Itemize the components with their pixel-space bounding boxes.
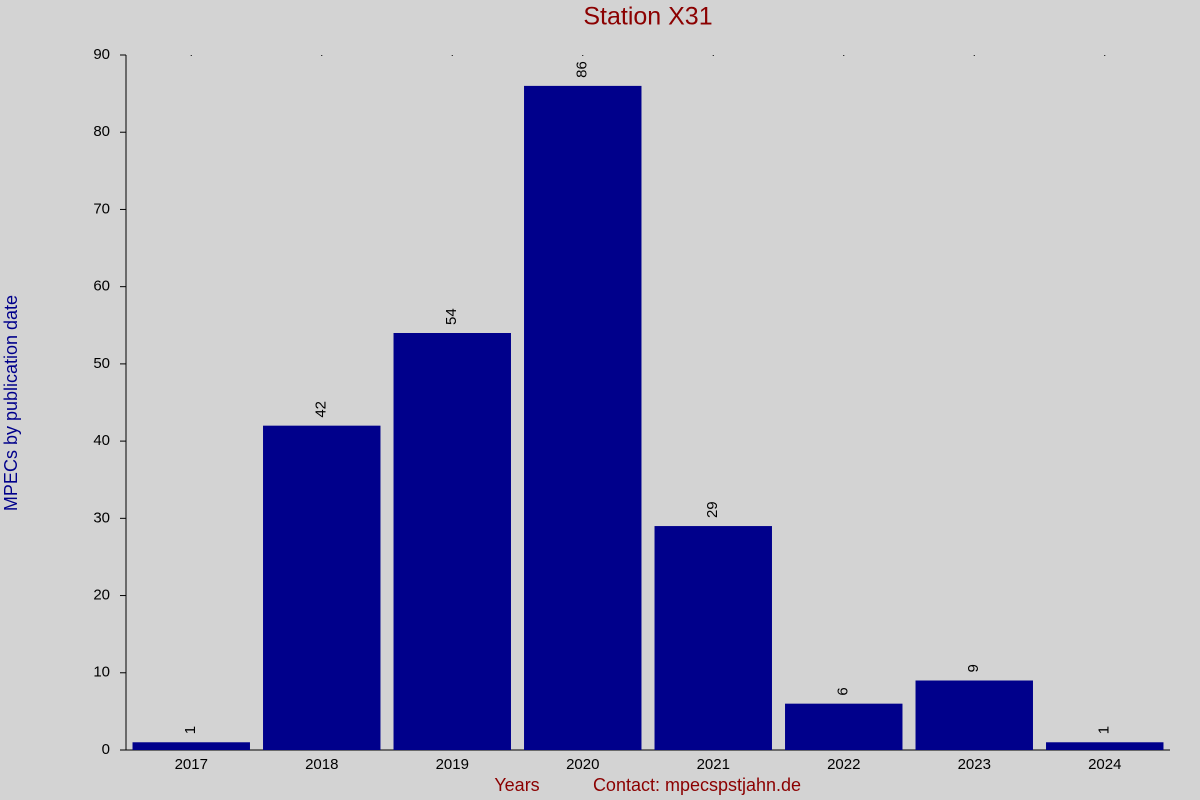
bar: [132, 742, 250, 750]
value-label: 6: [835, 687, 852, 695]
bar: [393, 333, 511, 750]
y-axis-label: MPECs by publication date: [1, 295, 21, 511]
value-label: 1: [182, 726, 199, 734]
bar: [915, 680, 1033, 750]
y-tick-label: 40: [93, 432, 110, 449]
bar: [1046, 742, 1164, 750]
value-label: 86: [574, 61, 591, 78]
x-tick-label: 2020: [566, 756, 599, 773]
value-label: 29: [704, 501, 721, 518]
footer: Contact: mpecspstjahn.de: [593, 775, 801, 795]
y-tick-label: 0: [102, 741, 110, 758]
value-label: 42: [313, 401, 330, 418]
y-tick-label: 70: [93, 200, 110, 217]
x-tick-label: 2022: [827, 756, 860, 773]
x-tick-label: 2019: [436, 756, 469, 773]
x-tick-label: 2024: [1088, 756, 1121, 773]
y-tick-label: 60: [93, 278, 110, 295]
x-tick-label: 2018: [305, 756, 338, 773]
value-label: 9: [965, 664, 982, 672]
x-tick-label: 2017: [175, 756, 208, 773]
bar: [263, 425, 381, 750]
bar: [654, 526, 772, 750]
chart-title: Station X31: [583, 3, 712, 31]
y-tick-label: 80: [93, 123, 110, 140]
y-tick-label: 90: [93, 46, 110, 63]
bar: [524, 85, 642, 750]
x-tick-label: 2023: [958, 756, 991, 773]
x-tick-label: 2021: [697, 756, 730, 773]
y-tick-label: 50: [93, 355, 110, 372]
bar: [785, 703, 903, 750]
y-tick-label: 20: [93, 587, 110, 604]
y-tick-label: 30: [93, 509, 110, 526]
value-label: 1: [1096, 726, 1113, 734]
value-label: 54: [443, 308, 460, 325]
x-axis-label: Years: [494, 775, 539, 795]
y-tick-label: 10: [93, 664, 110, 681]
